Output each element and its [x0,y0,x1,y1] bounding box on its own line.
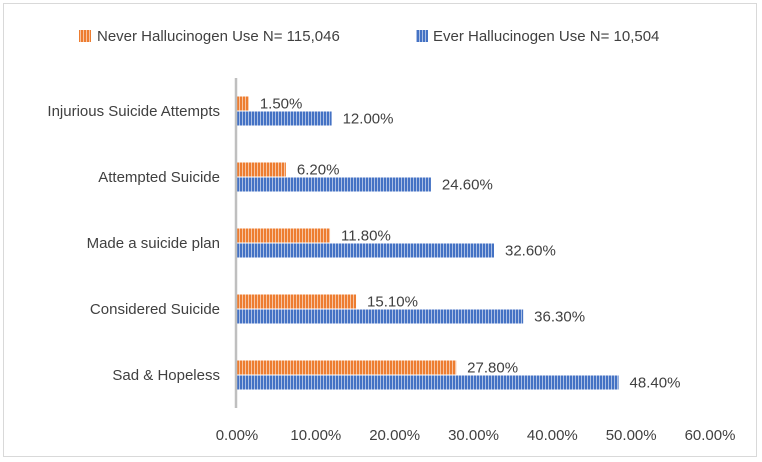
data-label-ever: 24.60% [442,177,493,194]
bar-ever [237,243,494,258]
bar-never [237,228,331,243]
bar-never [237,162,286,177]
data-label-ever: 48.40% [630,375,681,392]
bar-never [237,96,249,111]
category-label: Made a suicide plan [87,235,220,252]
bar-ever [237,375,619,390]
category-label: Injurious Suicide Attempts [47,103,220,120]
bar-never [237,360,457,375]
x-tick-label: 50.00% [606,427,657,444]
plot-area: Sad & Hopeless 27.80% 48.40% Considered Sui… [47,96,735,445]
category-label: Sad & Hopeless [112,367,220,384]
x-tick-label: 40.00% [527,427,578,444]
x-tick-label: 10.00% [290,427,341,444]
data-label-ever: 12.00% [343,111,394,128]
data-label-ever: 36.30% [534,309,585,326]
bar-ever [237,111,332,126]
x-tick-label: 60.00% [685,427,736,444]
data-label-never: 6.20% [297,162,340,179]
legend-label-ever: Ever Hallucinogen Use N= 10,504 [433,28,659,45]
data-label-ever: 32.60% [505,243,556,260]
x-tick-label: 20.00% [369,427,420,444]
legend-swatch-ever [416,30,428,42]
x-tick-label: 30.00% [448,427,499,444]
x-tick-label: 0.00% [216,427,259,444]
data-label-never: 27.80% [467,360,518,377]
data-label-never: 15.10% [367,294,418,311]
bar-ever [237,309,524,324]
legend: Never Hallucinogen Use N= 115,046 Ever H… [79,28,659,45]
legend-swatch-never [79,30,91,42]
bar-ever [237,177,431,192]
category-label: Attempted Suicide [98,169,220,186]
category-label: Considered Suicide [90,301,220,318]
bar-never [237,294,357,309]
data-label-never: 11.80% [341,228,391,245]
legend-label-never: Never Hallucinogen Use N= 115,046 [97,28,340,45]
data-label-never: 1.50% [260,96,303,113]
